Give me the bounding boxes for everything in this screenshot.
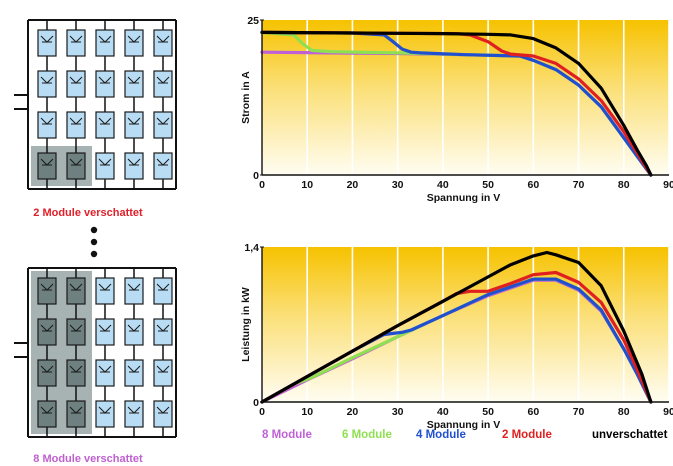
x-tick-label: 20 (347, 406, 359, 418)
y-tick-label: 1,4 (244, 242, 259, 254)
solar-module (153, 111, 173, 139)
solar-module (95, 111, 115, 139)
solar-module (124, 29, 144, 57)
solar-module (95, 318, 115, 346)
solar-module (95, 152, 115, 180)
solar-module (37, 400, 57, 428)
series-line-unverschattet (260, 30, 653, 177)
solar-module (153, 70, 173, 98)
solar-module (37, 152, 57, 180)
solar-module (124, 70, 144, 98)
solar-module (66, 111, 86, 139)
solar-module (37, 111, 57, 139)
plot-area (262, 247, 669, 402)
series-line-4-module (260, 30, 653, 177)
series-line-unverschattet (260, 250, 653, 404)
solar-module (95, 400, 115, 428)
y-tick-label: 0 (253, 397, 259, 409)
solar-module (124, 152, 144, 180)
plot-area (262, 20, 669, 175)
solar-module (37, 29, 57, 57)
legend: 8 Module 6 Module 4 Module 2 Module unversch… (262, 429, 668, 441)
solar-module (37, 359, 57, 387)
solar-module (124, 359, 144, 387)
x-tick-label: 10 (301, 406, 313, 418)
x-tick-label: 10 (301, 179, 313, 191)
solar-module (124, 277, 144, 305)
solar-module (153, 29, 173, 57)
solar-module (95, 359, 115, 387)
x-tick-label: 40 (437, 406, 449, 418)
x-tick-label: 0 (259, 406, 265, 418)
legend-item-2-module: 2 Module (502, 429, 552, 441)
x-tick-label: 70 (573, 406, 585, 418)
solar-module (37, 318, 57, 346)
legend-item-4-module: 4 Module (416, 429, 466, 441)
chart-current: 0 10 20 30 40 50 60 70 80 90 0 25 Spannung in V Strom… (240, 15, 673, 204)
solar-module (153, 277, 173, 305)
x-tick-label: 50 (482, 179, 494, 191)
solar-module (66, 359, 86, 387)
x-tick-label: 50 (482, 406, 494, 418)
chart-power: 0 10 20 30 40 50 60 70 80 90 0 1,4 Spannung in V Leis… (240, 242, 673, 431)
solar-module (66, 29, 86, 57)
x-tick-label: 20 (347, 179, 359, 191)
solar-module (37, 277, 57, 305)
x-axis-label: Spannung in V (427, 419, 501, 431)
x-tick-label: 70 (573, 179, 585, 191)
y-tick-label: 25 (247, 15, 259, 27)
caption-top: 2 Module verschattet (33, 207, 143, 219)
legend-item-unverschattet: unverschattet (592, 429, 668, 441)
y-axis-label: Leistung in kW (240, 287, 252, 362)
caption-bottom: 8 Module verschattet (33, 453, 143, 465)
solar-module (124, 111, 144, 139)
y-tick-label: 0 (253, 170, 259, 182)
x-tick-label: 30 (392, 179, 404, 191)
ellipsis-dots (90, 226, 98, 258)
solar-module (66, 400, 86, 428)
module-array-bottom (14, 267, 177, 438)
x-axis-label: Spannung in V (427, 192, 501, 204)
solar-module (124, 400, 144, 428)
x-tick-label: 60 (527, 179, 539, 191)
x-tick-label: 60 (527, 406, 539, 418)
solar-module (153, 152, 173, 180)
solar-module (95, 29, 115, 57)
solar-module (124, 318, 144, 346)
x-tick-label: 80 (618, 406, 630, 418)
solar-module (153, 400, 173, 428)
legend-item-6-module: 6 Module (342, 429, 392, 441)
solar-module (153, 318, 173, 346)
solar-module (153, 359, 173, 387)
x-tick-label: 0 (259, 179, 265, 191)
x-tick-label: 80 (618, 179, 630, 191)
x-tick-label: 90 (663, 179, 673, 191)
solar-module (66, 152, 86, 180)
solar-module (66, 318, 86, 346)
solar-module (95, 277, 115, 305)
legend-item-8-module: 8 Module (262, 429, 312, 441)
y-axis-label: Strom in A (240, 71, 252, 124)
x-tick-label: 40 (437, 179, 449, 191)
x-tick-label: 90 (663, 406, 673, 418)
x-tick-label: 30 (392, 406, 404, 418)
solar-module (37, 70, 57, 98)
solar-module (66, 277, 86, 305)
solar-module (95, 70, 115, 98)
solar-module (66, 70, 86, 98)
module-array-top (14, 19, 177, 190)
